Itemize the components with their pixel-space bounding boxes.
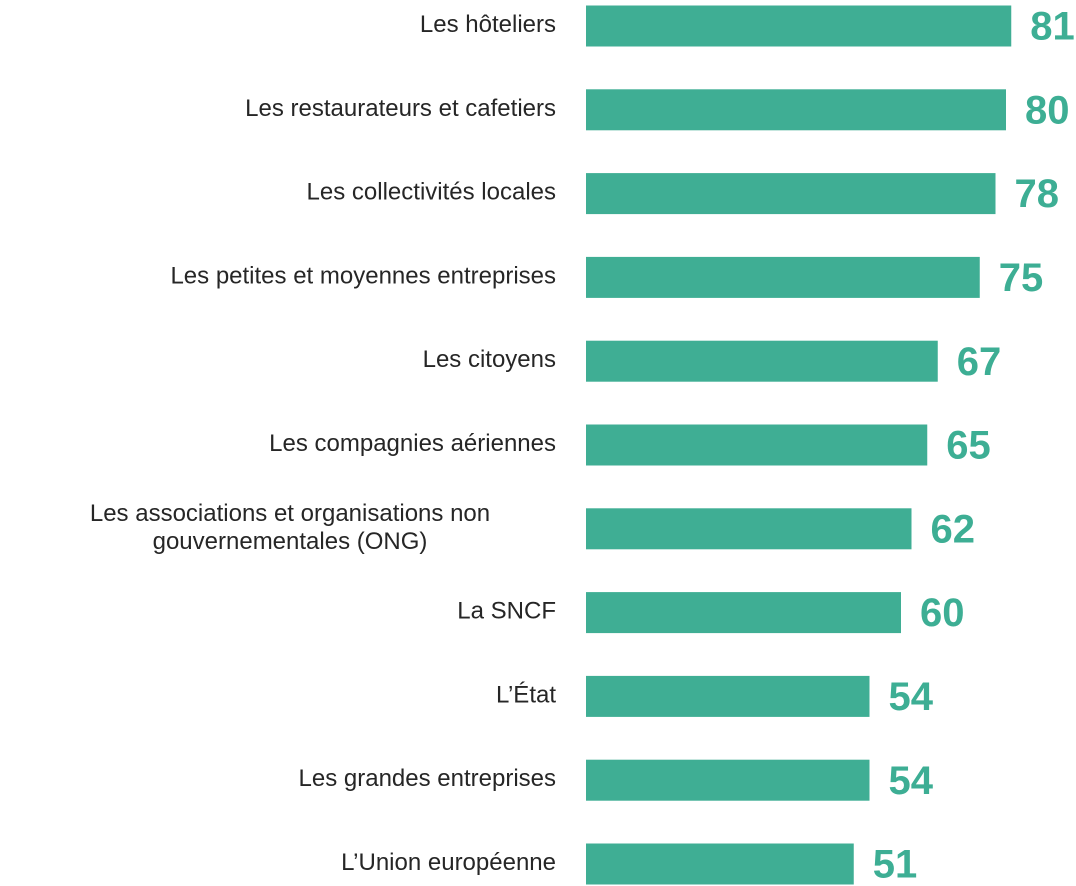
- value-label: 62: [931, 507, 976, 551]
- category-label: L’Union européenne: [341, 849, 556, 876]
- value-label: 51: [873, 843, 918, 886]
- category-label: Les citoyens: [423, 347, 556, 374]
- value-label: 65: [946, 424, 991, 468]
- category-label: Les collectivités locales: [307, 179, 556, 206]
- value-label: 67: [957, 340, 1002, 384]
- bar: [586, 759, 870, 801]
- category-label: L’État: [496, 682, 556, 709]
- value-label: 60: [920, 591, 965, 635]
- category-label: La SNCF: [457, 598, 556, 625]
- bar: [586, 173, 996, 215]
- category-label: Les grandes entreprises: [299, 766, 556, 793]
- value-label: 78: [1015, 172, 1060, 216]
- bar: [586, 675, 870, 717]
- bar: [586, 843, 854, 885]
- category-label: Les petites et moyennes entreprises: [170, 263, 556, 290]
- bar: [586, 340, 938, 382]
- value-label: 80: [1025, 88, 1070, 132]
- value-label: 81: [1030, 5, 1075, 49]
- category-label: Les compagnies aériennes: [269, 430, 556, 457]
- value-label: 75: [999, 256, 1044, 300]
- category-label: Les restaurateurs et cafetiers: [245, 95, 556, 122]
- bar: [586, 592, 901, 634]
- bar: [586, 424, 928, 466]
- category-label: Les hôteliers: [420, 11, 556, 38]
- bar: [586, 508, 912, 550]
- value-label: 54: [889, 759, 934, 803]
- category-label: Les associations et organisations non gou…: [90, 500, 490, 555]
- bar: [586, 256, 980, 298]
- bar: [586, 89, 1006, 131]
- value-label: 54: [889, 675, 934, 719]
- bar: [586, 5, 1012, 47]
